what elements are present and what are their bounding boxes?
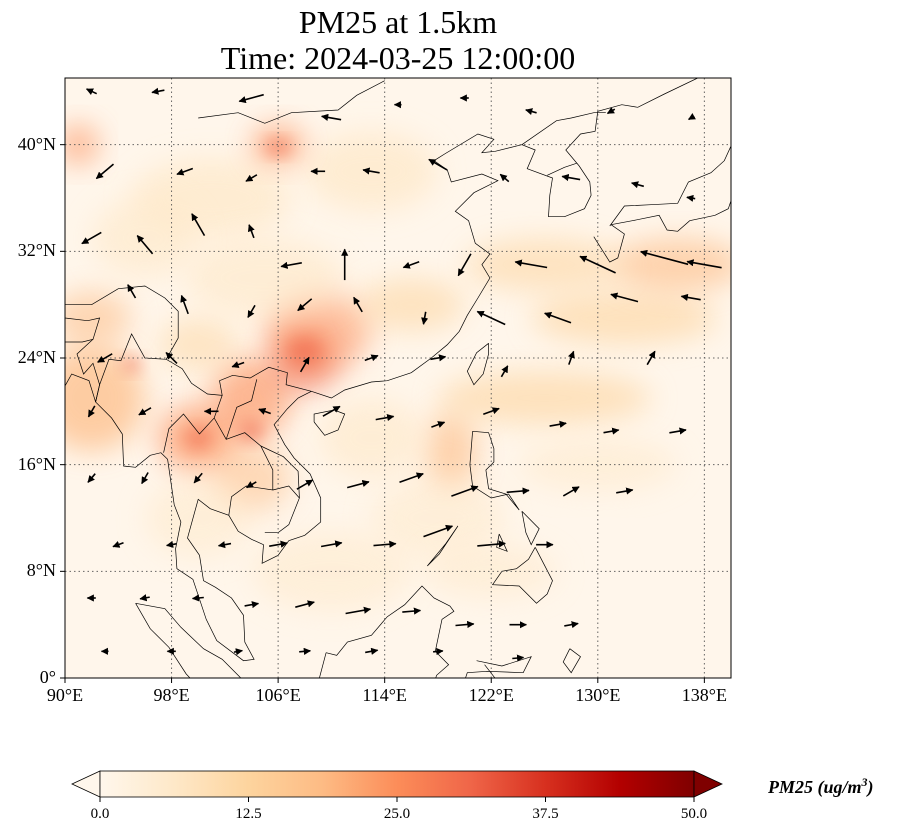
colorbar-tick-label: 0.0 xyxy=(90,806,110,822)
axis-ticks xyxy=(60,144,705,683)
lat-tick-label: 8°N xyxy=(26,560,56,581)
coastlines xyxy=(65,78,731,678)
colorbar-title: PM25 (ug/m3) xyxy=(768,775,874,797)
colorbar-min-extend xyxy=(71,770,101,798)
map-title-line1: PM25 at 1.5km xyxy=(298,4,498,40)
lat-tick-label: 0° xyxy=(39,667,56,687)
colorbar-max-extend xyxy=(693,770,723,798)
lat-tick-label: 32°N xyxy=(17,240,56,261)
map-title-line2: Time: 2024-03-25 12:00:00 xyxy=(220,40,576,76)
colorbar-tick-label: 25.0 xyxy=(383,806,411,822)
lon-tick-label: 130°E xyxy=(575,685,621,705)
lon-tick-label: 90°E xyxy=(46,685,84,705)
wind-vectors xyxy=(81,87,722,662)
lon-tick-label: 122°E xyxy=(468,685,514,705)
gridlines xyxy=(65,78,731,678)
lat-tick-label: 16°N xyxy=(17,453,56,474)
lon-tick-label: 114°E xyxy=(362,685,407,705)
colorbar-gradient xyxy=(99,770,695,798)
lon-tick-label: 106°E xyxy=(255,685,301,705)
colorbar-tick-label: 50.0 xyxy=(680,806,708,822)
lat-tick-label: 40°N xyxy=(17,133,56,154)
map-frame xyxy=(64,77,732,679)
colorbar-tick-label: 37.5 xyxy=(532,806,559,822)
lon-tick-label: 138°E xyxy=(681,685,727,705)
lon-tick-label: 98°E xyxy=(153,685,190,705)
colorbar-tick-label: 12.5 xyxy=(235,806,262,822)
lat-tick-label: 24°N xyxy=(17,347,56,367)
